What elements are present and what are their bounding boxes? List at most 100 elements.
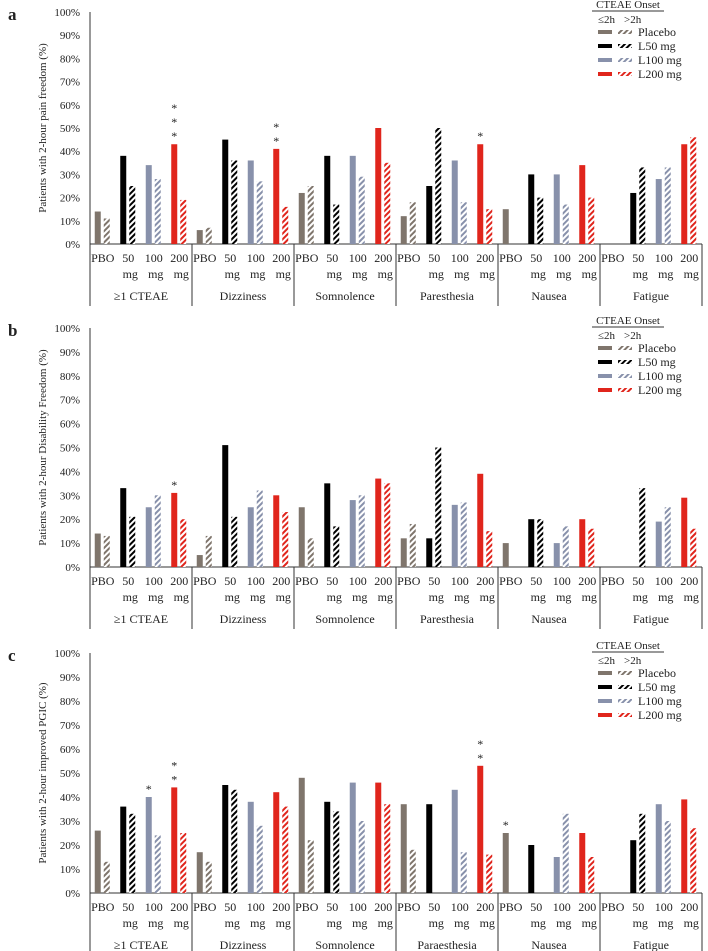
bar-le2h xyxy=(579,165,586,244)
dose-tick-label: 50 xyxy=(632,900,644,914)
dose-tick-label: 200 xyxy=(476,900,494,914)
dose-tick-label: mg xyxy=(123,916,138,930)
category-label: Nausea xyxy=(531,289,567,303)
bar-le2h xyxy=(375,128,382,244)
dose-tick-label: 100 xyxy=(349,574,367,588)
dose-tick-label: mg xyxy=(480,267,495,281)
dose-tick-label: mg xyxy=(582,916,597,930)
legend-item: L200 mg xyxy=(638,383,682,397)
dose-tick-label: mg xyxy=(123,590,138,604)
panel-label: b xyxy=(8,321,17,340)
bar-le2h xyxy=(426,186,433,244)
bar-gt2h xyxy=(205,861,212,893)
bar-le2h xyxy=(273,148,280,244)
dose-tick-label: mg xyxy=(148,590,163,604)
legend-swatch-hatched xyxy=(618,44,632,48)
category-label: Paresthesia xyxy=(420,612,475,626)
legend-gt2h: >2h xyxy=(624,14,642,26)
bar-le2h xyxy=(528,845,535,893)
significance-marker: * xyxy=(503,818,509,832)
dose-tick-label: 200 xyxy=(680,900,698,914)
bar-le2h xyxy=(145,165,152,244)
legend-swatch-hatched xyxy=(618,671,632,675)
bar-le2h xyxy=(553,174,560,244)
bar-gt2h xyxy=(358,821,365,893)
bar-le2h xyxy=(477,473,484,567)
bar-gt2h xyxy=(358,495,365,567)
y-tick-label: 0% xyxy=(65,888,80,900)
legend-item: L100 mg xyxy=(638,369,682,383)
bar-gt2h xyxy=(180,199,187,244)
bar-gt2h xyxy=(231,516,238,567)
bar-le2h xyxy=(426,804,433,893)
dose-tick-label: 100 xyxy=(145,251,163,265)
legend-item: Placebo xyxy=(638,25,676,39)
dose-tick-label: 200 xyxy=(374,574,392,588)
dose-tick-label: 100 xyxy=(553,574,571,588)
bar-gt2h xyxy=(409,849,416,893)
dose-tick-label: mg xyxy=(684,916,699,930)
dose-tick-label: PBO xyxy=(499,574,523,588)
legend-le2h: ≤2h xyxy=(598,330,616,342)
dose-tick-label: mg xyxy=(454,267,469,281)
dose-tick-label: 50 xyxy=(326,251,338,265)
bar-gt2h xyxy=(639,488,646,567)
dose-tick-label: PBO xyxy=(397,574,421,588)
bar-gt2h xyxy=(307,186,314,244)
significance-marker: * xyxy=(171,129,177,143)
bar-le2h xyxy=(426,538,433,567)
dose-tick-label: mg xyxy=(378,916,393,930)
dose-tick-label: 100 xyxy=(553,900,571,914)
dose-tick-label: mg xyxy=(174,590,189,604)
legend-item: L100 mg xyxy=(638,53,682,67)
bar-le2h xyxy=(400,538,407,567)
bar-le2h xyxy=(655,179,662,244)
bar-le2h xyxy=(579,519,586,567)
dose-tick-label: mg xyxy=(658,916,673,930)
dose-tick-label: PBO xyxy=(397,900,421,914)
bar-gt2h xyxy=(103,535,110,567)
legend-swatch-hatched xyxy=(618,699,632,703)
dose-tick-label: 50 xyxy=(224,574,236,588)
bar-le2h xyxy=(324,801,331,893)
bar-le2h xyxy=(324,155,331,244)
y-tick-label: 90% xyxy=(60,30,80,42)
y-tick-label: 50% xyxy=(60,443,80,455)
dose-tick-label: mg xyxy=(352,916,367,930)
dose-tick-label: 100 xyxy=(451,251,469,265)
bar-gt2h xyxy=(154,179,161,244)
category-label: Paraesthesia xyxy=(417,938,477,951)
dose-tick-label: 100 xyxy=(655,251,673,265)
dose-tick-label: mg xyxy=(429,916,444,930)
bar-le2h xyxy=(171,787,178,893)
y-tick-label: 80% xyxy=(60,696,80,708)
bar-le2h xyxy=(681,144,688,244)
panel-c: c Patients with 2-hour improved PGIC (%) 0… xyxy=(8,640,703,951)
dose-tick-label: PBO xyxy=(91,251,115,265)
legend-le2h: ≤2h xyxy=(598,14,616,26)
bar-gt2h xyxy=(231,789,238,893)
legend-swatch-solid xyxy=(598,72,612,76)
legend-swatch-hatched xyxy=(618,346,632,350)
bar-le2h xyxy=(655,804,662,893)
legend-swatch-solid xyxy=(598,360,612,364)
bar-gt2h xyxy=(537,519,544,567)
bar-le2h xyxy=(196,230,203,244)
panel-b: b Patients with 2-hour Disability Freedom… xyxy=(8,315,703,629)
dose-tick-label: PBO xyxy=(295,574,319,588)
bar-le2h xyxy=(222,445,229,567)
category-label: Fatigue xyxy=(633,289,669,303)
dose-tick-label: mg xyxy=(250,916,265,930)
legend-item: L200 mg xyxy=(638,67,682,81)
bar-le2h xyxy=(400,804,407,893)
bar-le2h xyxy=(681,497,688,567)
bar-gt2h xyxy=(256,181,263,244)
dose-tick-label: mg xyxy=(480,916,495,930)
bar-gt2h xyxy=(180,519,187,567)
dose-tick-label: mg xyxy=(378,267,393,281)
dose-tick-label: mg xyxy=(658,590,673,604)
legend-swatch-solid xyxy=(598,30,612,34)
y-tick-label: 20% xyxy=(60,840,80,852)
dose-tick-label: PBO xyxy=(295,251,319,265)
